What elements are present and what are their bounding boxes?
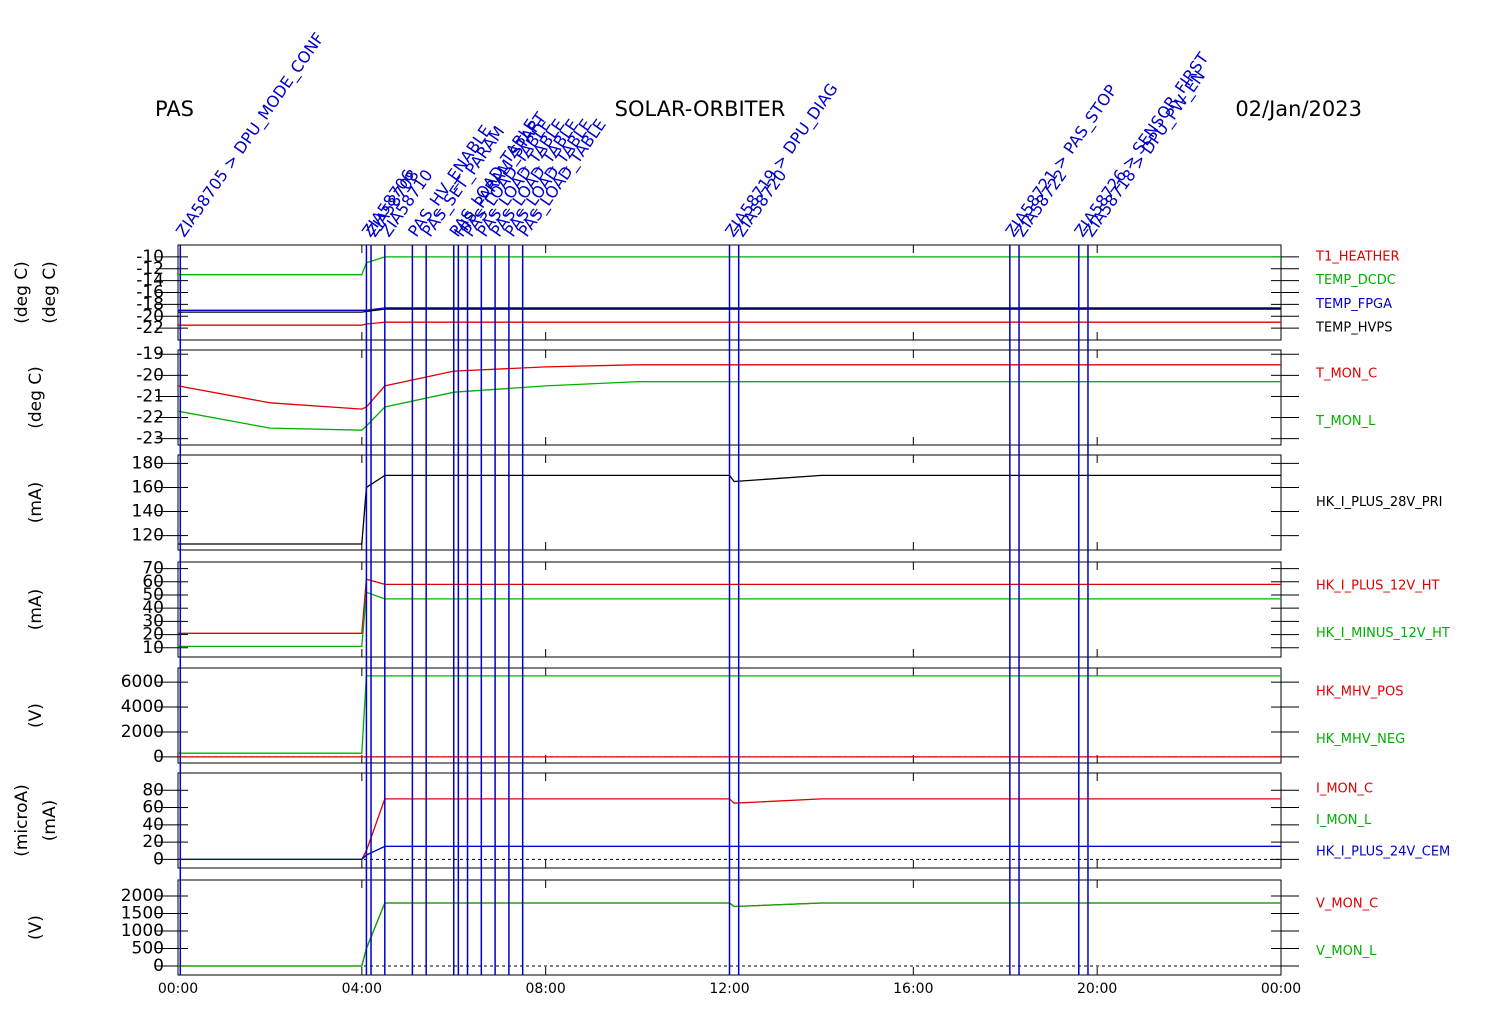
series-line [178, 675, 1281, 754]
y-tick-label: 50 [142, 585, 164, 605]
y-tick-label: -20 [136, 306, 164, 326]
legend-entry: HK_I_PLUS_24V_CEM [1316, 845, 1450, 860]
series-line [178, 308, 1281, 313]
x-tick-label: 16:00 [893, 981, 933, 997]
x-tick-label: 00:00 [1261, 981, 1301, 997]
legend-entry: HK_MHV_POS [1316, 684, 1404, 699]
y-tick-label: 180 [132, 453, 164, 473]
y-tick-label: 2000 [121, 886, 164, 906]
series-line [177, 381, 1281, 431]
series-line [178, 591, 1281, 648]
y-axis-label: (deg C) [40, 261, 60, 324]
y-tick-label: -18 [136, 294, 164, 314]
y-tick-label: 2000 [121, 722, 164, 742]
x-tick-label: 12:00 [709, 981, 749, 997]
y-axis-label: (microA) [12, 784, 32, 857]
y-tick-label: 70 [142, 559, 164, 579]
legend-entry: V_MON_C [1316, 896, 1378, 911]
y-tick-label: 10 [142, 638, 164, 658]
series-line [178, 321, 1281, 326]
series-line [178, 474, 1281, 545]
y-tick-label: 60 [142, 798, 164, 818]
y-tick-label: -22 [136, 318, 164, 338]
y-tick-label: 60 [142, 572, 164, 592]
mission: SOLAR-ORBITER [615, 97, 786, 121]
y-axis-label: (mA) [26, 589, 46, 630]
y-tick-label: 120 [132, 526, 164, 546]
y-tick-label: 0 [153, 956, 164, 976]
y-tick-label: 20 [142, 832, 164, 852]
legend-entry: T_MON_L [1315, 414, 1376, 429]
series-line [177, 364, 1281, 410]
legend-entry: HK_I_PLUS_12V_HT [1316, 578, 1440, 593]
y-tick-label: -20 [136, 365, 164, 385]
legend-entry: I_MON_C [1316, 781, 1373, 796]
instrument: PAS [155, 97, 194, 121]
y-tick-label: -21 [136, 386, 164, 406]
y-tick-label: 40 [142, 815, 164, 835]
y-tick-label: -16 [136, 283, 164, 303]
x-tick-label: 20:00 [1077, 981, 1117, 997]
legend-entry: V_MON_L [1316, 944, 1377, 959]
legend-entry: HK_MHV_NEG [1316, 732, 1405, 747]
y-axis-label: (deg C) [26, 366, 46, 429]
y-tick-label: -22 [136, 408, 164, 428]
series-line [178, 578, 1281, 634]
legend-entry: HK_I_MINUS_12V_HT [1316, 626, 1450, 641]
legend-entry: TEMP_HVPS [1315, 321, 1392, 336]
y-tick-label: 500 [132, 939, 164, 959]
legend-entry: TEMP_FPGA [1315, 297, 1392, 312]
series-line [178, 845, 1281, 861]
y-tick-label: 80 [142, 780, 164, 800]
y-axis-label: (V) [26, 915, 46, 940]
series-line [178, 307, 1281, 311]
y-tick-label: 20 [142, 625, 164, 645]
y-tick-label: -23 [136, 429, 164, 449]
legend-entry: HK_I_PLUS_28V_PRI [1316, 495, 1442, 510]
x-tick-label: 08:00 [525, 981, 565, 997]
legend-entry: T1_HEATHER [1315, 249, 1400, 264]
series-line [178, 902, 1281, 967]
event-label: ZIA58705 > DPU_MODE_CONF [172, 29, 329, 241]
y-tick-label: -19 [136, 344, 164, 364]
y-tick-label: 40 [142, 598, 164, 618]
y-tick-label: 0 [153, 747, 164, 767]
y-tick-label: 6000 [121, 672, 164, 692]
y-tick-label: 4000 [121, 697, 164, 717]
legend-entry: T_MON_C [1315, 366, 1377, 381]
series-line [178, 256, 1281, 276]
x-tick-label: 04:00 [342, 981, 382, 997]
y-tick-label: 30 [142, 611, 164, 631]
y-axis-label: (V) [26, 703, 46, 728]
legend-entry: TEMP_DCDC [1315, 273, 1396, 288]
y-tick-label: 140 [132, 502, 164, 522]
date: 02/Jan/2023 [1235, 97, 1362, 121]
y-tick-label: -12 [136, 259, 164, 279]
series-line [178, 798, 1281, 861]
y-tick-label: 1500 [121, 903, 164, 923]
y-axis-label: (deg C) [12, 261, 32, 324]
y-axis-label: (mA) [40, 800, 60, 841]
y-tick-label: 0 [153, 849, 164, 869]
legend-entry: I_MON_L [1316, 813, 1372, 828]
y-tick-label: 160 [132, 477, 164, 497]
y-axis-label: (mA) [26, 482, 46, 523]
y-tick-label: -10 [136, 247, 164, 267]
y-tick-label: 1000 [121, 921, 164, 941]
x-tick-label: 00:00 [158, 981, 198, 997]
y-tick-label: -14 [136, 271, 164, 291]
